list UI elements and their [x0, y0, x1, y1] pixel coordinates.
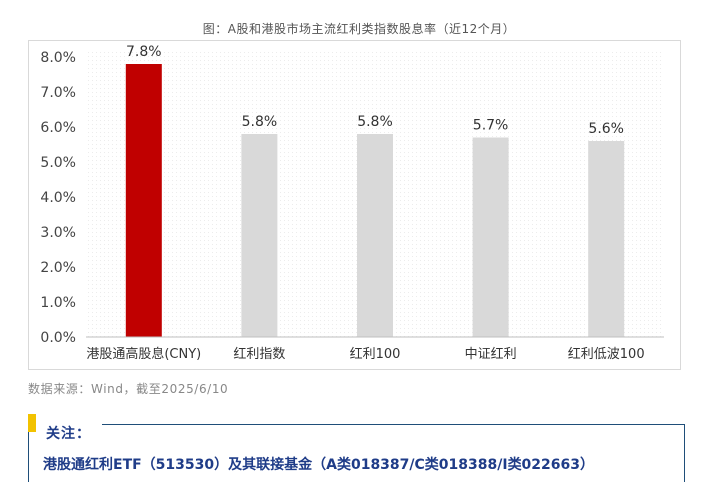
x-tick-label: 红利指数	[233, 346, 285, 362]
y-tick-label: 2.0%	[40, 260, 76, 276]
bar	[472, 137, 509, 337]
notice-label: 关注：	[46, 426, 91, 442]
y-tick-label: 5.0%	[40, 155, 76, 171]
notice-box	[28, 424, 685, 482]
data-source-note: 数据来源：Wind，截至2025/6/10	[28, 382, 229, 396]
chart-title: 图：A股和港股市场主流红利类指数股息率（近12个月）	[202, 22, 516, 36]
bar	[125, 64, 162, 337]
x-tick-label: 红利100	[350, 346, 401, 362]
x-tick-label: 中证红利	[465, 346, 517, 362]
y-tick-label: 7.0%	[40, 85, 76, 101]
y-tick-label: 0.0%	[40, 330, 76, 346]
notice-tab	[36, 418, 102, 444]
data-label: 5.8%	[242, 114, 278, 130]
data-label: 5.7%	[473, 118, 509, 134]
y-tick-label: 4.0%	[40, 190, 76, 206]
x-tick-label: 港股通高股息(CNY)	[86, 346, 201, 362]
data-label: 5.8%	[357, 114, 393, 130]
x-tick-label: 红利低波100	[568, 346, 645, 362]
chart-frame	[28, 40, 681, 370]
y-tick-label: 6.0%	[40, 120, 76, 136]
bar	[357, 134, 393, 337]
bar	[588, 141, 625, 337]
notice-accent-bar	[28, 414, 36, 432]
y-tick-label: 8.0%	[40, 50, 76, 66]
data-label: 7.8%	[126, 44, 162, 60]
bar	[241, 134, 278, 337]
y-tick-label: 3.0%	[40, 225, 76, 241]
y-tick-label: 1.0%	[40, 295, 76, 311]
data-label: 5.6%	[588, 121, 624, 137]
notice-fund-text: 港股通红利ETF（513530）及其联接基金（A类018387/C类018388…	[43, 457, 595, 473]
